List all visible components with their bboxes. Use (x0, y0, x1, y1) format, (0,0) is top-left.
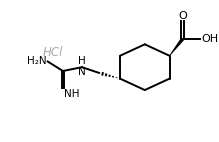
Polygon shape (169, 37, 184, 56)
Text: NH: NH (64, 89, 79, 99)
Text: H: H (78, 56, 86, 66)
Text: N: N (78, 67, 86, 77)
Text: H₂N: H₂N (27, 57, 47, 66)
Text: OH: OH (201, 34, 218, 44)
Text: O: O (178, 11, 187, 20)
Text: HCl: HCl (42, 46, 63, 59)
